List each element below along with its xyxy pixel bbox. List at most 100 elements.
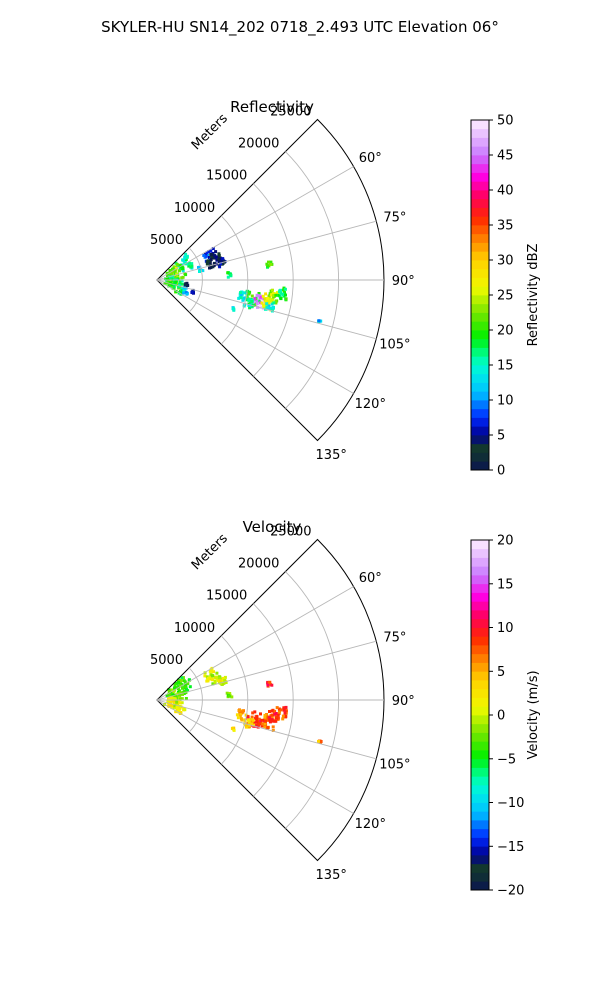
echo-gate	[172, 285, 176, 289]
colorbar-band	[471, 793, 489, 803]
echo-gate	[210, 669, 214, 673]
echo-gate	[205, 675, 209, 679]
range-tick-label: 5000	[150, 653, 183, 668]
echo-gate	[273, 712, 277, 716]
echo-cluster	[226, 271, 233, 279]
colorbar-tick-label: 0	[497, 464, 505, 479]
echo-gate	[247, 297, 251, 301]
echo-gate	[223, 675, 227, 679]
radial-axis-label: Meters	[189, 531, 231, 573]
echo-gate	[203, 253, 207, 256]
echo-gate	[175, 708, 179, 712]
echo-gate	[203, 674, 207, 678]
echo-gate	[250, 722, 253, 726]
echo-gate	[175, 700, 179, 704]
echo-gate	[225, 691, 229, 695]
echo-gate	[173, 276, 177, 280]
echo-gate	[218, 679, 222, 683]
colorbar-band	[471, 540, 489, 550]
echo-gate	[243, 291, 247, 295]
colorbar-band	[471, 251, 489, 261]
echo-gate	[266, 296, 270, 300]
range-tick-label: 20000	[238, 137, 279, 152]
echo-gate	[247, 723, 251, 727]
echo-gate	[222, 681, 226, 685]
echo-gate	[166, 273, 170, 277]
echo-gate	[181, 686, 184, 690]
velocity-title: Velocity	[243, 518, 302, 536]
reflectivity-labels: 60° 75° 90° 105° 120° 135° 5000 10000 15000 20000…	[150, 105, 415, 464]
echo-cluster	[190, 288, 195, 295]
echo-gate	[167, 704, 171, 708]
colorbar-band	[471, 802, 489, 812]
echo-gate	[261, 724, 265, 728]
echo-gate	[183, 256, 187, 260]
echo-gate	[217, 252, 221, 256]
colorbar-band	[471, 163, 489, 173]
colorbar-band	[471, 426, 489, 436]
echo-gate	[187, 264, 191, 268]
echo-gate	[189, 265, 193, 269]
echo-gate	[284, 293, 287, 297]
echo-gate	[277, 293, 281, 297]
echo-gate	[226, 271, 230, 275]
echo-gate	[175, 262, 179, 266]
echo-gate	[207, 256, 211, 259]
colorbar-band	[471, 592, 489, 602]
echo-gate	[263, 725, 267, 729]
echo-gate	[275, 716, 278, 720]
colorbar-band	[471, 277, 489, 287]
colorbar-band	[471, 268, 489, 278]
echo-gate	[215, 255, 219, 259]
echo-gate	[209, 253, 213, 257]
echo-gate	[182, 676, 185, 680]
colorbar-tick-label: 40	[497, 184, 514, 199]
velocity-colorbar: −20 −15 −10 −5 0 5 10 15 20 Velocity (m/s)	[470, 534, 541, 899]
echo-gate	[217, 254, 221, 257]
echo-gate	[215, 258, 219, 262]
echo-gate	[283, 287, 287, 291]
echo-gate	[205, 262, 209, 266]
echo-gate	[223, 678, 227, 682]
echo-gate	[180, 697, 184, 701]
echo-gate	[270, 709, 274, 713]
echo-gate	[272, 294, 276, 297]
colorbar-band	[471, 312, 489, 322]
echo-gate	[267, 299, 271, 303]
colorbar-band	[471, 443, 489, 453]
echo-gate	[266, 726, 270, 730]
colorbar-band	[471, 706, 489, 716]
colorbar-tick-label: 5	[497, 665, 505, 680]
echo-gate	[259, 295, 263, 299]
echo-gate	[217, 257, 221, 261]
azimuth-spoke	[156, 640, 377, 701]
colorbar-band	[471, 653, 489, 663]
echo-gate	[178, 283, 182, 287]
echo-cluster	[235, 708, 248, 723]
echo-gate	[259, 712, 262, 716]
echo-gate	[265, 713, 269, 716]
echo-gate	[190, 262, 194, 266]
echo-gate	[187, 678, 191, 682]
echo-gate	[265, 262, 269, 266]
echo-gate	[243, 296, 246, 300]
colorbar-band	[471, 723, 489, 733]
velocity-grid	[156, 538, 385, 862]
colorbar-band	[471, 610, 489, 620]
echo-cluster	[225, 691, 234, 699]
azimuth-tick-label: 60°	[359, 151, 382, 166]
velocity-labels: 60° 75° 90° 105° 120° 135° 5000 10000 15000 20000…	[150, 525, 415, 884]
colorbar-band	[471, 216, 489, 226]
echo-gate	[282, 288, 285, 292]
echo-gate	[181, 267, 185, 271]
echo-gate	[250, 300, 254, 303]
echo-gate	[251, 718, 255, 722]
echo-gate	[175, 706, 179, 709]
echo-gate	[181, 258, 185, 262]
echo-gate	[268, 720, 272, 724]
echo-gate	[270, 293, 274, 297]
echo-gate	[213, 681, 217, 685]
echo-gate	[173, 699, 177, 703]
range-tick-label: 15000	[206, 169, 247, 184]
colorbar-band	[471, 855, 489, 865]
